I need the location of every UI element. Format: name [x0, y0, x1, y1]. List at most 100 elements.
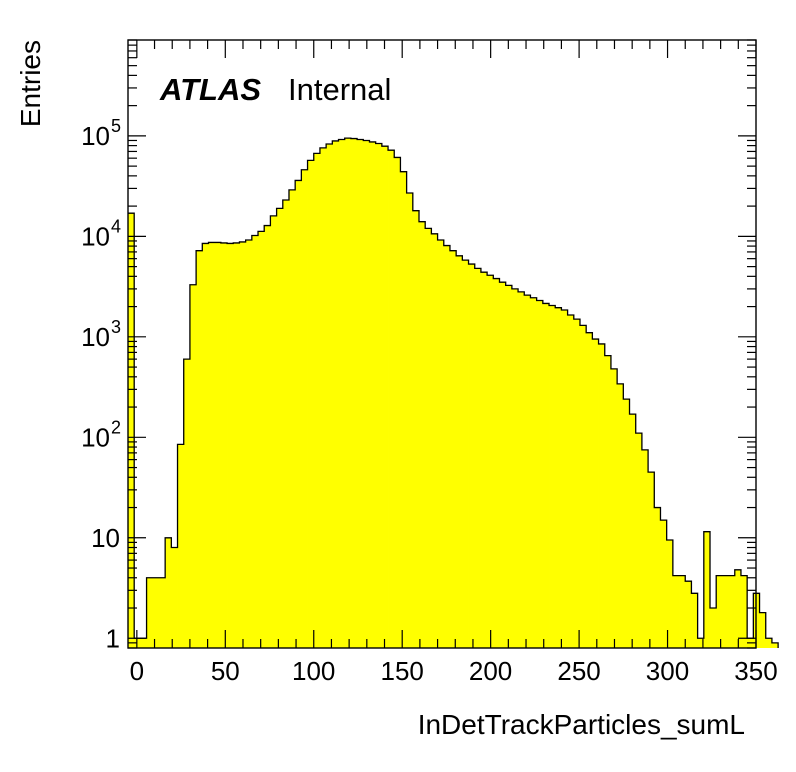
y-tick-exponent: 2: [111, 417, 121, 437]
histogram-bin: [307, 160, 315, 648]
x-axis-title: InDetTrackParticles_sumL: [418, 709, 745, 740]
y-tick-label: 10: [81, 221, 110, 251]
histogram-bin: [499, 282, 507, 648]
y-tick-label: 10: [81, 322, 110, 352]
histogram-bin: [648, 472, 655, 648]
histogram-bin: [567, 314, 575, 648]
histogram-bin: [480, 272, 488, 648]
histogram-bin: [134, 638, 141, 648]
histogram-bin: [375, 143, 383, 649]
histogram-bin: [617, 383, 624, 648]
histogram-bin: [462, 260, 469, 648]
histogram-bin: [264, 225, 271, 648]
histogram-bin: [350, 138, 358, 648]
histogram-bin: [177, 444, 185, 648]
histogram-bin: [282, 200, 290, 648]
x-tick-label: 100: [292, 656, 335, 686]
histogram-bin: [549, 305, 556, 648]
internal-label: Internal: [288, 72, 391, 107]
histogram-bin: [660, 520, 668, 648]
histogram-bin: [128, 213, 135, 648]
histogram-bin: [251, 235, 259, 649]
histogram-bin: [493, 278, 500, 648]
histogram-bin: [437, 239, 445, 649]
histogram-bin: [530, 297, 538, 648]
histogram-bin: [573, 319, 581, 648]
histogram-bin: [666, 540, 674, 648]
histogram-bin: [214, 242, 222, 648]
x-tick-label: 0: [130, 656, 144, 686]
histogram-bin: [301, 169, 308, 648]
histogram-bin: [369, 141, 377, 648]
histogram-bin: [183, 359, 191, 648]
histogram-bin: [394, 157, 401, 648]
histogram-bin: [740, 575, 748, 648]
histogram-bin: [258, 231, 265, 648]
histogram-bin: [579, 325, 587, 648]
histogram-bin: [536, 300, 544, 648]
histogram-bin: [189, 284, 197, 648]
histogram-bin: [381, 146, 389, 649]
axis-ticks: [128, 39, 757, 649]
histogram-bin: [511, 288, 519, 648]
histogram-bin: [505, 285, 513, 648]
y-tick-label: 10: [81, 121, 110, 151]
histogram-bin: [759, 612, 767, 648]
histogram-bin: [319, 147, 327, 648]
histogram-bin: [233, 242, 240, 648]
histogram-bin: [604, 355, 612, 648]
histogram-bin: [412, 210, 420, 648]
histogram-bin: [586, 332, 593, 648]
histogram-bin: [276, 208, 284, 648]
histogram-bin: [635, 433, 643, 648]
histogram-bin: [561, 309, 568, 648]
histogram-bin: [140, 638, 147, 648]
histogram-bin: [202, 243, 209, 648]
histogram-outline: [128, 137, 779, 648]
histogram-bin: [208, 242, 216, 648]
x-tick-label: 350: [734, 656, 777, 686]
histogram-bin: [672, 575, 680, 648]
histogram-bin: [629, 414, 637, 648]
histogram-bin: [220, 242, 228, 648]
x-tick-label: 250: [557, 656, 600, 686]
y-tick-label: 10: [91, 523, 120, 553]
x-tick-labels: 0 50 100 150 200 250 300 350: [130, 656, 778, 686]
histogram-bin: [419, 221, 426, 649]
histogram-bin: [555, 307, 562, 648]
histogram-bin: [524, 295, 531, 648]
histogram-bin: [295, 180, 302, 648]
histogram-bin: [691, 593, 699, 648]
histogram-bin: [388, 150, 395, 648]
y-axis-title: Entries: [15, 40, 46, 127]
x-tick-label: 200: [469, 656, 512, 686]
histogram-bin: [765, 638, 773, 648]
histogram-bin: [357, 139, 364, 648]
histogram-bin: [487, 275, 494, 648]
histogram-bin: [158, 577, 166, 648]
y-tick-exponent: 4: [111, 216, 121, 236]
histogram-bin: [196, 250, 203, 648]
histogram-bars: [128, 138, 779, 649]
histogram-bin: [227, 243, 234, 648]
histogram-bin: [771, 642, 779, 648]
histogram-bin: [313, 153, 321, 648]
histogram-bin: [518, 291, 525, 648]
histogram-bin: [722, 575, 729, 648]
histogram-bin: [623, 399, 630, 648]
histogram-bin: [685, 581, 692, 648]
histogram-bin: [610, 368, 618, 648]
histogram-bin: [542, 303, 550, 648]
y-tick-label: 1: [106, 623, 120, 653]
histogram-bin: [703, 531, 711, 648]
histogram-bin: [363, 140, 370, 649]
histogram-bin: [338, 139, 346, 648]
histogram-bin: [592, 339, 599, 648]
histogram-bin: [344, 138, 352, 648]
histogram-bin: [171, 547, 178, 648]
x-tick-label: 50: [211, 656, 240, 686]
histogram-bin: [152, 577, 160, 648]
histogram-bin: [406, 193, 414, 648]
histogram-bin: [332, 140, 339, 648]
